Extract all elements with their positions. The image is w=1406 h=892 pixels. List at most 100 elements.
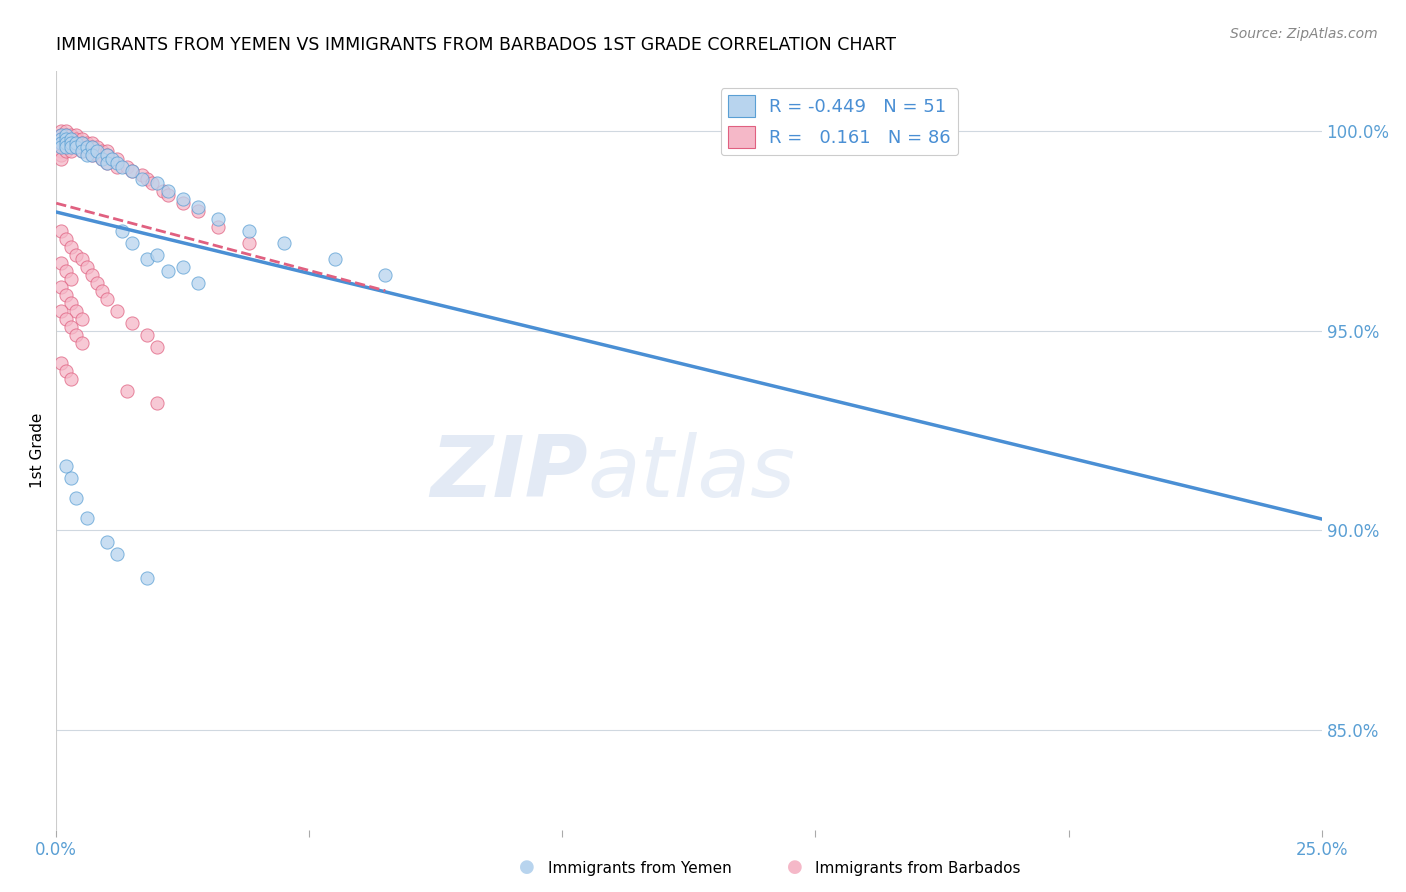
Point <box>60 471 83 485</box>
Point <box>121 164 143 178</box>
Point <box>70 311 93 326</box>
Point <box>51 356 73 370</box>
Point <box>65 327 87 342</box>
Text: ZIP: ZIP <box>430 432 588 515</box>
Point <box>76 148 98 162</box>
Point <box>51 136 73 151</box>
Point <box>86 148 108 162</box>
Point <box>60 132 83 146</box>
Point <box>96 144 118 158</box>
Text: IMMIGRANTS FROM YEMEN VS IMMIGRANTS FROM BARBADOS 1ST GRADE CORRELATION CHART: IMMIGRANTS FROM YEMEN VS IMMIGRANTS FROM… <box>56 36 896 54</box>
Point <box>96 148 118 162</box>
Point <box>76 140 98 154</box>
Point <box>238 224 260 238</box>
Point <box>65 140 87 154</box>
Point <box>115 160 138 174</box>
Point <box>76 260 98 274</box>
Point <box>374 268 396 282</box>
Point <box>141 176 163 190</box>
Point <box>323 252 346 266</box>
Point <box>55 144 77 158</box>
Text: Immigrants from Barbados: Immigrants from Barbados <box>815 861 1021 876</box>
Point <box>76 140 98 154</box>
Point <box>51 140 73 154</box>
Point <box>51 280 73 294</box>
Point <box>90 284 112 298</box>
Point <box>55 128 77 143</box>
Point <box>172 260 194 274</box>
Point <box>70 335 93 350</box>
Point <box>105 547 128 561</box>
Point <box>156 188 179 202</box>
Point <box>152 184 174 198</box>
Point <box>80 140 103 154</box>
Point <box>65 132 87 146</box>
Point <box>55 140 77 154</box>
Point <box>172 196 194 211</box>
Text: Source: ZipAtlas.com: Source: ZipAtlas.com <box>1230 27 1378 41</box>
Point <box>90 144 112 158</box>
Point <box>60 371 83 385</box>
Point <box>55 136 77 151</box>
Point <box>96 156 118 170</box>
Point <box>65 128 87 143</box>
Point <box>55 132 77 146</box>
Point <box>111 160 134 174</box>
Point <box>70 252 93 266</box>
Point <box>80 136 103 151</box>
Point <box>80 148 103 162</box>
Point <box>51 136 73 151</box>
Point <box>51 132 73 146</box>
Point <box>121 316 143 330</box>
Legend: R = -0.449   N = 51, R =   0.161   N = 86: R = -0.449 N = 51, R = 0.161 N = 86 <box>721 88 959 155</box>
Point <box>136 172 159 186</box>
Point <box>65 140 87 154</box>
Point <box>187 200 209 214</box>
Point <box>55 364 77 378</box>
Point <box>55 264 77 278</box>
Point <box>131 172 153 186</box>
Point <box>51 148 73 162</box>
Point <box>55 128 77 143</box>
Point <box>65 136 87 151</box>
Point <box>90 152 112 166</box>
Point <box>51 140 73 154</box>
Point <box>51 124 73 138</box>
Point <box>55 140 77 154</box>
Text: atlas: atlas <box>588 432 796 515</box>
Text: ●: ● <box>519 858 536 876</box>
Point <box>60 144 83 158</box>
Point <box>121 235 143 250</box>
Point <box>60 295 83 310</box>
Point <box>55 459 77 474</box>
Point <box>60 136 83 151</box>
Point <box>136 327 159 342</box>
Y-axis label: 1st Grade: 1st Grade <box>30 413 45 488</box>
Point <box>80 140 103 154</box>
Point <box>207 212 229 227</box>
Point <box>55 136 77 151</box>
Point <box>60 140 83 154</box>
Point <box>51 128 73 143</box>
Point <box>146 176 169 190</box>
Point <box>76 136 98 151</box>
Point <box>60 140 83 154</box>
Point <box>70 144 93 158</box>
Point <box>55 311 77 326</box>
Point <box>96 156 118 170</box>
Point <box>70 144 93 158</box>
Point <box>60 272 83 286</box>
Point <box>96 292 118 306</box>
Point <box>65 248 87 262</box>
Point <box>51 303 73 318</box>
Point <box>51 152 73 166</box>
Point <box>146 395 169 409</box>
Point <box>156 264 179 278</box>
Point <box>60 240 83 254</box>
Point <box>136 571 159 585</box>
Point <box>146 340 169 354</box>
Point <box>96 535 118 549</box>
Point <box>60 136 83 151</box>
Point <box>51 224 73 238</box>
Point <box>90 152 112 166</box>
